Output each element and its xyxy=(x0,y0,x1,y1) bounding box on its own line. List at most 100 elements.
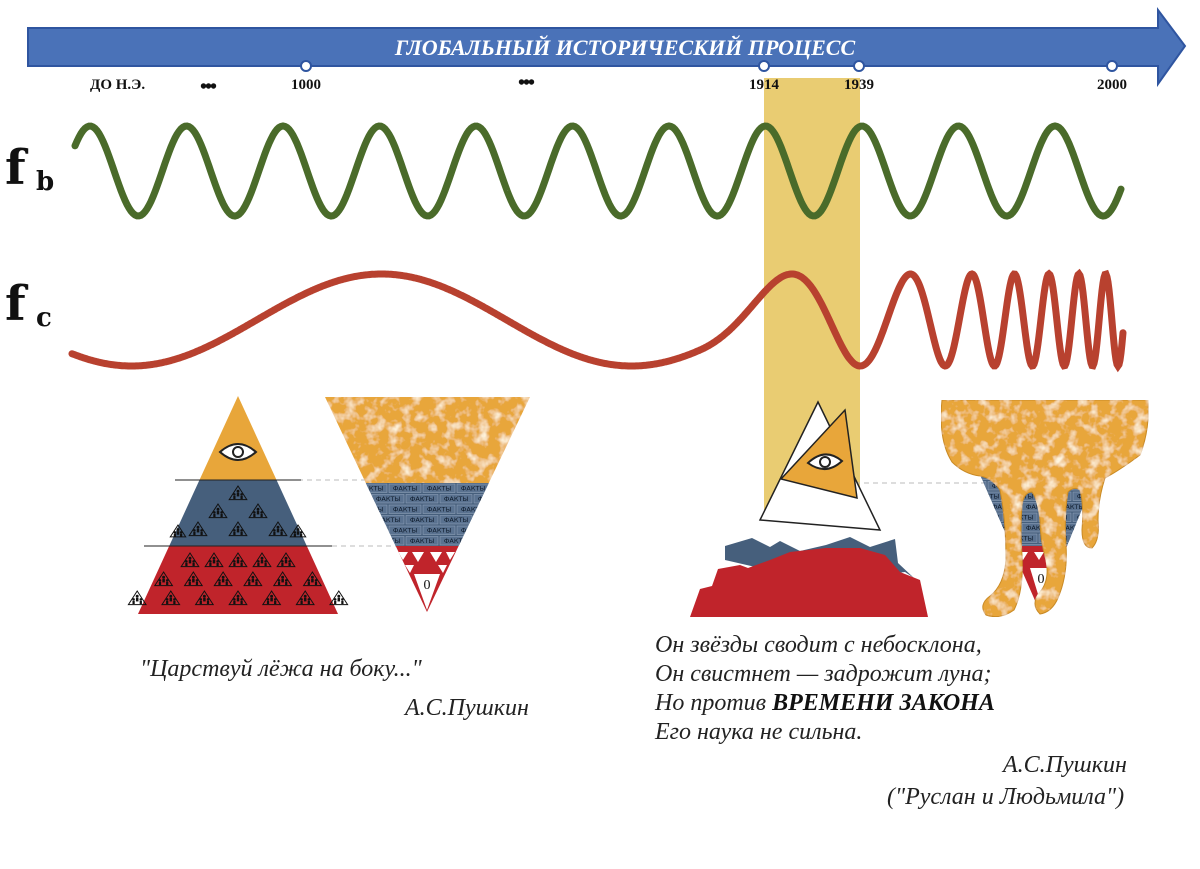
fact-brick xyxy=(490,525,524,535)
fact-brick xyxy=(439,494,473,504)
dashed-connectors xyxy=(289,479,985,547)
people-group-icon xyxy=(183,571,204,587)
fact-brick-label: ФАКТЫ xyxy=(359,506,384,514)
fc-label-sub: c xyxy=(36,303,52,333)
fact-brick xyxy=(405,515,439,525)
quote-right: Он звёзды сводит с небосклона, Он свистн… xyxy=(655,631,995,747)
people-groups-bottom xyxy=(127,552,349,606)
fact-brick-label: ФАКТЫ xyxy=(444,537,469,545)
fact-brick-label: ФАКТЫ xyxy=(376,516,401,524)
people-group-icon xyxy=(268,521,288,537)
quote-right-author: А.С.Пушкин xyxy=(1003,752,1127,778)
fact-brick-label: ФАКТЫ xyxy=(512,495,537,503)
people-group-icon xyxy=(248,503,268,519)
fact-brick xyxy=(978,523,987,533)
people-group-icon xyxy=(252,552,272,568)
fact-brick-label: ФАКТЫ xyxy=(958,503,983,511)
people-group-icon xyxy=(161,590,181,606)
quote-right-line-4: Его наука не сильна. xyxy=(655,719,863,745)
fact-brick xyxy=(354,525,388,535)
people-group-icon xyxy=(276,552,296,568)
fact-brick-label: ФАКТЫ xyxy=(478,516,503,524)
fact-brick-label: ФАКТЫ xyxy=(975,535,1000,543)
fact-brick xyxy=(978,533,1004,543)
fact-brick-label: ФАКТЫ xyxy=(410,537,435,545)
fact-brick-label: ФАКТЫ xyxy=(393,506,418,514)
fact-brick-label: ФАКТЫ xyxy=(359,485,384,493)
fact-brick-label: ФАКТЫ xyxy=(958,524,983,532)
people-group-icon xyxy=(127,590,147,606)
people-group-icon xyxy=(302,571,323,587)
breaking-pyramid xyxy=(690,400,928,617)
fact-brick-label: ФАКТЫ xyxy=(512,537,537,545)
fact-brick xyxy=(325,525,354,535)
label-2000: 2000 xyxy=(1097,77,1127,93)
fact-brick xyxy=(507,494,530,504)
fact-brick-label: ФАКТЫ xyxy=(478,495,503,503)
label-1914: 1914 xyxy=(749,77,780,93)
left-pyramid xyxy=(127,396,349,614)
people-group-icon xyxy=(153,571,174,587)
fact-brick xyxy=(422,483,456,493)
fact-brick-label: ФАКТЫ xyxy=(975,493,1000,501)
tick-1914 xyxy=(758,60,770,72)
label-1939: 1939 xyxy=(844,77,874,93)
timeline-title: ГЛОБАЛЬНЫЙ ИСТОРИЧЕСКИЙ ПРОЦЕСС xyxy=(394,35,856,60)
people-group-icon xyxy=(213,571,233,587)
fact-brick-label: ФАКТЫ xyxy=(461,485,486,493)
fact-brick xyxy=(405,494,439,504)
people-group-icon xyxy=(243,571,263,587)
tick-1000 xyxy=(300,60,312,72)
fact-brick xyxy=(978,502,987,512)
fact-brick xyxy=(337,515,371,525)
quote-right-line-3: Но против ВРЕМЕНИ ЗАКОНА xyxy=(655,689,995,718)
fact-brick-label: ФАКТЫ xyxy=(529,506,554,514)
fact-brick-label: ФАКТЫ xyxy=(359,527,384,535)
fact-brick-label: ФАКТЫ xyxy=(512,516,537,524)
fact-brick-label: ФАКТЫ xyxy=(410,495,435,503)
quote-right-law-emphasis: ВРЕМЕНИ ЗАКОНА xyxy=(772,690,995,716)
people-groups-middle xyxy=(169,485,307,538)
fact-brick-label: ФАКТЫ xyxy=(529,485,554,493)
fact-brick-label: ФАКТЫ xyxy=(427,506,452,514)
fact-brick-label: ФАКТЫ xyxy=(975,514,1000,522)
people-group-icon xyxy=(204,552,224,568)
fact-brick-label: ФАКТЫ xyxy=(393,485,418,493)
fact-brick-label: ФАКТЫ xyxy=(495,506,520,514)
fact-brick-label: ФАКТЫ xyxy=(325,527,350,535)
fact-brick-label: ФАКТЫ xyxy=(495,485,520,493)
fact-brick xyxy=(325,494,337,504)
fact-brick-label: ФАКТЫ xyxy=(325,485,350,493)
fb-label-main: f xyxy=(5,140,29,196)
fact-brick-label: ФАКТЫ xyxy=(992,524,1017,532)
left-inverted-pyramid: ФАКТЫ ФАКТЫ ФАКТЫ ФАКТЫ ФАКТЫ ФАКТЫ ФАКТЫ ФАКТЫ… xyxy=(325,397,554,612)
fact-brick xyxy=(325,536,337,546)
eye-icon-tilted xyxy=(806,453,844,470)
fact-brick xyxy=(473,536,507,546)
quote-left-author: А.С.Пушкин xyxy=(405,695,529,721)
people-group-icon xyxy=(188,521,208,537)
wave-fb xyxy=(71,122,1125,220)
fact-brick xyxy=(405,536,439,546)
fact-brick-label: ФАКТЫ xyxy=(376,537,401,545)
quote-right-line-3-pre: Но против xyxy=(655,690,773,716)
fact-brick xyxy=(1089,544,1098,554)
fact-brick-label: ФАКТЫ xyxy=(393,527,418,535)
fact-brick-label: ФАКТЫ xyxy=(444,495,469,503)
fact-brick-label: ФАКТЫ xyxy=(325,506,350,514)
fact-brick xyxy=(325,483,354,493)
label-ellipsis-2: ••• xyxy=(518,72,535,94)
people-group-icon xyxy=(329,590,349,606)
fact-brick-label: ФАКТЫ xyxy=(1060,503,1085,511)
people-group-icon xyxy=(261,590,282,606)
fact-brick xyxy=(325,504,354,514)
fact-brick-label: ФАКТЫ xyxy=(461,506,486,514)
fact-brick xyxy=(388,504,422,514)
fact-brick-label: ФАКТЫ xyxy=(1026,524,1051,532)
people-group-icon xyxy=(228,521,248,537)
label-bc: ДО Н.Э. xyxy=(90,77,145,93)
people-group-icon xyxy=(272,571,293,587)
people-group-icon xyxy=(228,485,248,501)
fact-brick xyxy=(507,536,530,546)
